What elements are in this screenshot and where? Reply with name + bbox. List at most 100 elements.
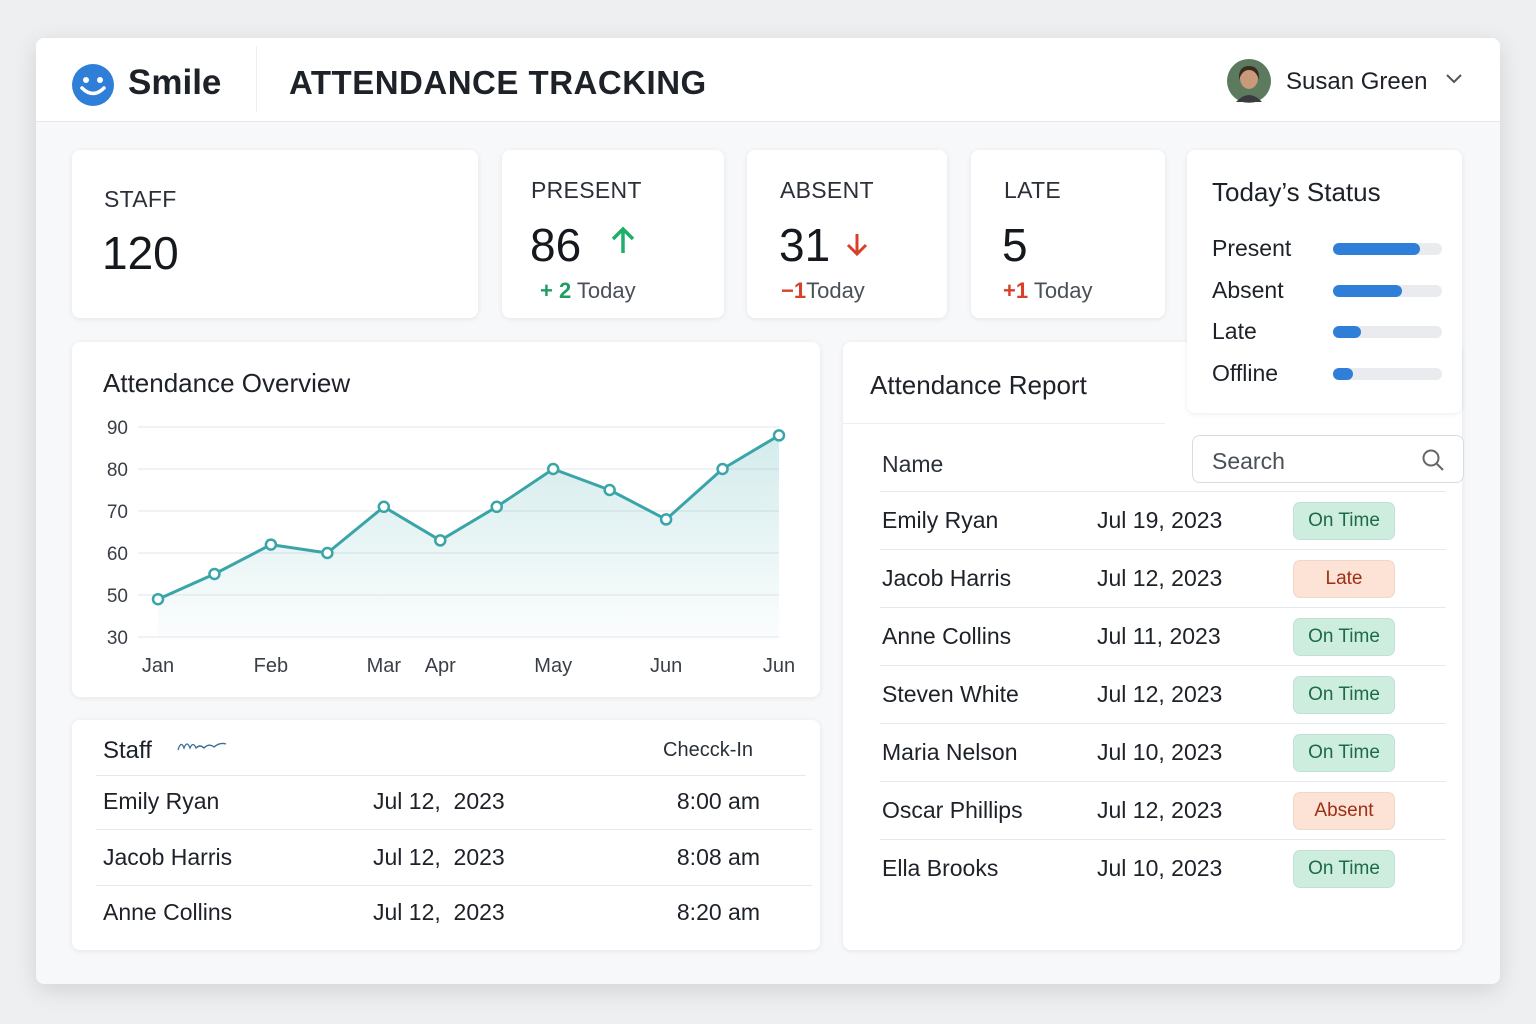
status-badge: On Time xyxy=(1293,850,1395,888)
staff-name: Jacob Harris xyxy=(103,843,233,870)
report-date: Jul 12, 2023 xyxy=(1097,797,1223,823)
report-date: Jul 10, 2023 xyxy=(1097,855,1223,881)
x-tick-label: Jun xyxy=(650,655,682,677)
report-date: Jul 11, 2023 xyxy=(1097,623,1221,649)
status-track xyxy=(1333,367,1442,380)
line xyxy=(157,434,780,601)
change-value: + 2 xyxy=(540,278,572,303)
status-track xyxy=(1333,243,1442,255)
stat-card: LATE 5 +1 Today xyxy=(971,150,1165,318)
checkin-date: Jul 12, 2023 xyxy=(373,843,505,870)
checkin-time: 8:08 am xyxy=(676,843,760,870)
x-tick-label: Feb xyxy=(254,655,288,677)
logo xyxy=(72,64,114,106)
report-card: Attendance Report Name Search Emily Ryan… xyxy=(843,342,1464,950)
stat-change: + 2 Today xyxy=(540,278,636,304)
up-arrow xyxy=(611,226,635,253)
change-text: Today xyxy=(806,278,865,303)
point xyxy=(772,429,786,442)
x-tick-label: Mar xyxy=(367,655,402,677)
y-tick-label: 90 xyxy=(107,418,128,439)
divider xyxy=(880,781,1446,782)
stat-change: +1 Today xyxy=(1003,278,1093,304)
divider xyxy=(96,775,806,776)
search-placeholder: Search xyxy=(1212,448,1285,474)
chart-card: Attendance Overview 30 50 60 70 80 90 Jan Feb Ma… xyxy=(72,342,820,697)
stat-card: PRESENT 86 + 2 Today xyxy=(502,150,724,318)
change-text: Today xyxy=(1033,278,1093,303)
status-track xyxy=(1333,326,1442,338)
report-date: Jul 19, 2023 xyxy=(1097,507,1223,533)
point xyxy=(490,500,503,514)
staff-card: Staff Checck-In Emily Ryan Jul 12, 2023 8:… xyxy=(72,720,820,950)
report-name: Ella Brooks xyxy=(882,855,999,881)
checkin-date: Jul 12, 2023 xyxy=(373,788,505,814)
checkin-time: 8:00 am xyxy=(676,788,760,814)
status-badge: On Time xyxy=(1293,676,1395,714)
dropdown-icon xyxy=(1446,74,1462,84)
divider xyxy=(880,723,1446,724)
status-badge: On Time xyxy=(1293,502,1395,540)
point xyxy=(659,513,673,526)
scribble xyxy=(177,742,227,751)
avatar xyxy=(1227,59,1271,103)
report-date: Jul 10, 2023 xyxy=(1097,739,1223,765)
divider xyxy=(880,549,1446,550)
status-label: Absent xyxy=(1212,276,1284,303)
status-label: Offline xyxy=(1212,359,1279,386)
report-name: Jacob Harris xyxy=(882,565,1012,591)
report-name: Oscar Phillips xyxy=(882,797,1023,823)
point xyxy=(546,462,560,476)
x-tick-label: Apr xyxy=(425,655,456,677)
chart-title: Attendance Overview xyxy=(103,368,350,398)
stat-label: ABSENT xyxy=(780,177,874,203)
report-title: Attendance Report xyxy=(870,370,1087,400)
staff-name: Emily Ryan xyxy=(103,788,220,814)
report-name: Anne Collins xyxy=(882,623,1012,649)
stat-label: LATE xyxy=(1004,177,1062,203)
report-date: Jul 12, 2023 xyxy=(1097,681,1223,707)
stat-label: PRESENT xyxy=(531,177,642,203)
stat-card: ABSENT 31 −1Today xyxy=(747,150,947,318)
y-tick-label: 60 xyxy=(107,544,128,565)
status-track xyxy=(1333,284,1442,297)
column-header: Name xyxy=(882,451,944,477)
status-badge: Late xyxy=(1293,560,1395,598)
status-label: Present xyxy=(1212,235,1292,261)
point xyxy=(716,462,729,476)
x-tick-label: Jun xyxy=(763,655,795,677)
point xyxy=(208,567,221,581)
staff-name: Anne Collins xyxy=(103,899,233,925)
report-name: Maria Nelson xyxy=(882,739,1018,765)
divider xyxy=(880,491,1446,492)
change-text: Today xyxy=(576,278,636,303)
divider xyxy=(96,829,812,830)
status-badge: Absent xyxy=(1293,792,1395,830)
status-bar xyxy=(1333,284,1402,297)
status-bar xyxy=(1333,243,1421,255)
y-tick-label: 70 xyxy=(107,502,128,523)
search-icon xyxy=(1422,449,1444,471)
report-name: Steven White xyxy=(882,681,1019,707)
status-bar xyxy=(1333,326,1362,338)
point xyxy=(603,483,616,497)
change-value: +1 xyxy=(1003,278,1029,303)
checkin-time: 8:20 am xyxy=(676,899,760,925)
stat-value: 86 xyxy=(530,219,582,271)
point xyxy=(321,546,334,560)
y-tick-label: 80 xyxy=(107,460,128,481)
point xyxy=(434,534,447,547)
area xyxy=(158,435,779,637)
x-tick-label: May xyxy=(534,655,572,677)
report-date: Jul 12, 2023 xyxy=(1097,565,1223,591)
user-menu[interactable]: Susan Green xyxy=(1226,58,1476,104)
change-value: −1 xyxy=(781,278,807,303)
divider xyxy=(880,665,1446,666)
y-tick-label: 50 xyxy=(107,586,128,607)
search-box[interactable]: Search xyxy=(1192,435,1464,483)
column-header: Checck-In xyxy=(663,739,754,761)
point xyxy=(151,592,165,606)
point xyxy=(264,538,278,551)
divider xyxy=(96,884,812,886)
